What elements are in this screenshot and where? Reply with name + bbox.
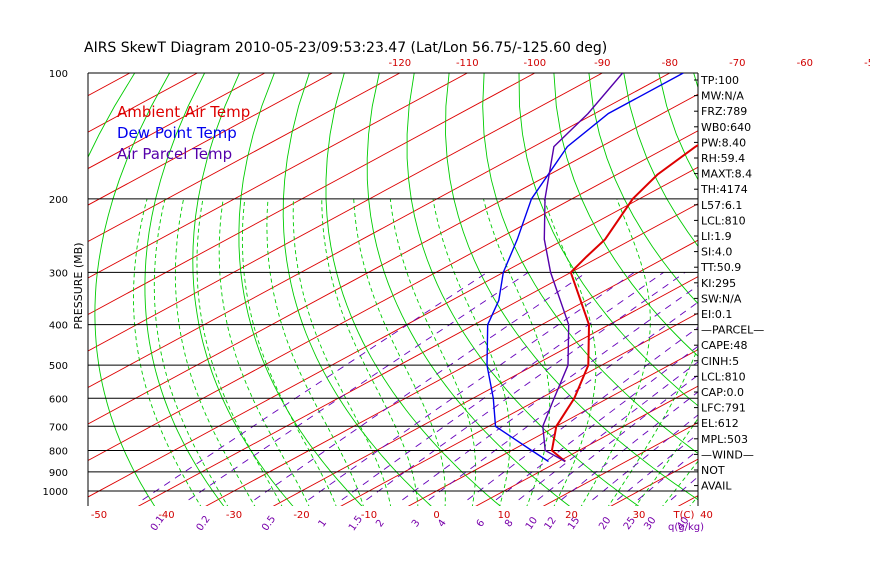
bottom-temp-tick: 0 xyxy=(433,510,439,521)
index-label: KI:295 xyxy=(701,277,736,290)
top-temp-tick: -100 xyxy=(523,58,546,69)
index-label: LCL:810 xyxy=(701,370,746,383)
right-temp-tick: 40 xyxy=(700,510,713,521)
dewpoint-line xyxy=(487,73,683,462)
temp-unit-label: T(C) xyxy=(673,510,695,521)
moist-adiabat xyxy=(134,199,203,509)
mixing-ratio-tick: 12 xyxy=(543,515,559,532)
moist-adiabat xyxy=(390,199,475,509)
index-label: L57:6.1 xyxy=(701,199,742,212)
pressure-tick: 900 xyxy=(49,468,68,479)
pressure-tick: 1000 xyxy=(43,487,68,498)
index-label: CINH:5 xyxy=(701,355,739,368)
index-label: AVAIL xyxy=(701,480,732,493)
index-label: MW:N/A xyxy=(701,90,744,103)
index-label: EL:612 xyxy=(701,417,739,430)
isotherm-line xyxy=(472,64,870,509)
mixing-ratio-line xyxy=(342,272,664,500)
mixing-ratio-unit: q(g/kg) xyxy=(668,522,704,533)
pressure-tick: 600 xyxy=(49,394,68,405)
index-label: MAXT:8.4 xyxy=(701,168,752,181)
right-temp-tick: 30 xyxy=(633,510,646,521)
top-temp-tick: -80 xyxy=(662,58,678,69)
mixing-ratio-tick: 10 xyxy=(524,515,540,532)
top-temp-tick: -60 xyxy=(797,58,813,69)
index-label: EI:0.1 xyxy=(701,308,732,321)
index-label: RH:59.4 xyxy=(701,152,745,165)
moist-adiabat xyxy=(197,199,283,509)
index-label: CAP:0.0 xyxy=(701,386,744,399)
dry-adiabat xyxy=(729,73,870,508)
top-temp-tick: -120 xyxy=(388,58,411,69)
mixing-ratio-tick: 6 xyxy=(475,518,488,530)
index-label: WB0:640 xyxy=(701,121,751,134)
index-label: CAPE:48 xyxy=(701,339,748,352)
pressure-tick: 200 xyxy=(49,195,68,206)
dry-adiabat xyxy=(283,73,433,508)
dry-adiabat xyxy=(799,73,870,508)
top-temp-tick: -50 xyxy=(864,58,870,69)
legend-ambient: Ambient Air Temp xyxy=(117,103,250,121)
pressure-tick: 800 xyxy=(49,446,68,457)
top-temp-tick: -70 xyxy=(729,58,745,69)
mixing-ratio-line xyxy=(143,272,488,500)
index-label: SW:N/A xyxy=(701,292,742,305)
legend-parcel: Air Parcel Temp xyxy=(117,145,232,163)
isotherm-line xyxy=(742,64,870,509)
pressure-tick: 100 xyxy=(49,69,68,80)
mixing-ratio-tick: 0.2 xyxy=(195,514,213,533)
bottom-temp-tick: -30 xyxy=(226,510,242,521)
index-label: —WIND— xyxy=(701,448,754,461)
index-label: FRZ:789 xyxy=(701,105,747,118)
isotherm-line xyxy=(0,64,755,509)
moist-adiabat xyxy=(219,199,310,509)
y-axis-label: PRESSURE (MB) xyxy=(72,243,85,330)
mixing-ratio-line xyxy=(638,272,870,500)
index-label: MPL:503 xyxy=(701,433,748,446)
dry-adiabat xyxy=(834,73,870,508)
index-label: TT:50.9 xyxy=(700,261,741,274)
mixing-ratio-tick: 1 xyxy=(317,518,330,530)
index-label: TP:100 xyxy=(700,74,739,87)
index-label: LCL:810 xyxy=(701,214,746,227)
moist-adiabat xyxy=(580,199,650,509)
moist-adiabat xyxy=(322,199,418,509)
index-label: —PARCEL— xyxy=(701,324,764,337)
mixing-ratio-line xyxy=(496,272,798,500)
pressure-tick: 500 xyxy=(49,361,68,372)
index-label: SI:4.0 xyxy=(701,246,732,259)
isotherm-line xyxy=(337,64,870,509)
pressure-tick: 700 xyxy=(49,422,68,433)
pressure-tick: 400 xyxy=(49,321,68,332)
chart-title: AIRS SkewT Diagram 2010-05-23/09:53:23.4… xyxy=(84,40,607,56)
index-label: PW:8.40 xyxy=(701,136,746,149)
isotherm-line xyxy=(0,64,80,509)
legend-dewpoint: Dew Point Temp xyxy=(117,124,237,142)
bottom-temp-tick: -20 xyxy=(293,510,309,521)
dry-adiabat xyxy=(239,73,364,508)
top-temp-tick: -110 xyxy=(456,58,479,69)
pressure-tick: 300 xyxy=(49,268,68,279)
bottom-temp-tick: 10 xyxy=(498,510,511,521)
bottom-temp-tick: -50 xyxy=(91,510,107,521)
mixing-ratio-tick: 3 xyxy=(410,518,423,530)
bottom-temp-tick: -40 xyxy=(158,510,174,521)
top-temp-tick: -90 xyxy=(594,58,610,69)
index-label: TH:4174 xyxy=(700,183,748,196)
ambient-temp-line xyxy=(552,73,812,462)
moist-adiabat xyxy=(354,199,446,509)
right-temp-tick: 20 xyxy=(565,510,578,521)
dry-adiabat xyxy=(764,73,870,508)
mixing-ratio-tick: 0.5 xyxy=(260,514,278,533)
mixing-ratio-tick: 20 xyxy=(597,515,613,532)
bottom-temp-tick: -10 xyxy=(361,510,377,521)
index-label: LI:1.9 xyxy=(701,230,732,243)
isotherm-line xyxy=(0,64,620,509)
parcel-line xyxy=(543,73,623,462)
mixing-ratio-line xyxy=(189,272,529,500)
index-label: LFC:791 xyxy=(701,402,746,415)
index-label: NOT xyxy=(701,464,725,477)
